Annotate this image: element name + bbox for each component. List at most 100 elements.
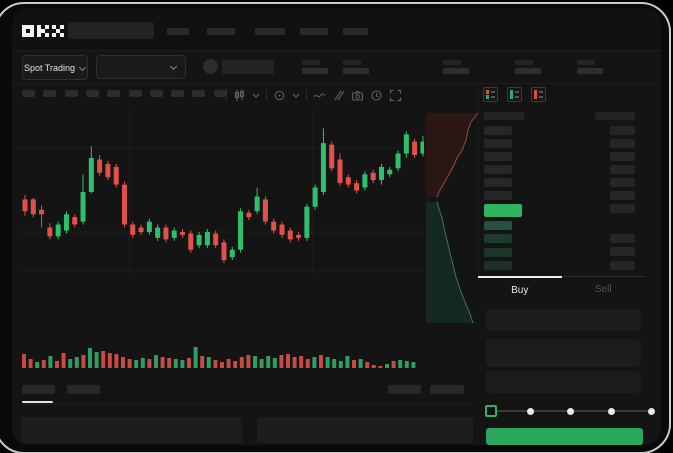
timeframe-button[interactable] [64,90,78,97]
candlestick-chart[interactable] [18,110,424,275]
nav-item-placeholder[interactable] [343,28,368,35]
bid-price-row[interactable] [484,234,512,244]
volume-bar [154,355,158,368]
ask-amount-row[interactable] [610,139,635,148]
indicator-icon[interactable] [273,89,286,102]
volume-bar [121,357,125,368]
ask-price-row[interactable] [484,139,512,148]
volume-bar [160,357,165,368]
slider-stop[interactable] [607,407,615,415]
slider-stop[interactable] [648,407,655,415]
book-bids-only-icon[interactable] [507,87,522,102]
stat-label-placeholder [515,60,533,65]
volume-bar [167,358,172,368]
trade-form-input[interactable] [486,309,641,331]
book-asks-only-icon[interactable] [531,87,546,102]
ask-amount-row[interactable] [610,165,635,174]
clock-icon[interactable] [370,89,383,102]
nav-item-placeholder[interactable] [255,28,285,35]
bid-amount-row[interactable] [610,234,635,243]
bid-price-row[interactable] [484,247,512,257]
volume-bar [206,357,211,368]
candle [296,234,302,238]
volume-bar [41,360,46,368]
timeframe-button[interactable] [171,90,185,97]
ask-amount-row[interactable] [610,191,635,200]
ask-price-row[interactable] [484,126,512,135]
slider-stop[interactable] [567,407,574,415]
timeframe-button[interactable] [128,90,142,97]
trend-line-icon[interactable] [313,89,326,102]
bottom-right-tab[interactable] [430,385,464,394]
okx-logo[interactable] [22,25,64,37]
ask-price-row[interactable] [484,178,512,187]
volume-bar [391,361,396,368]
volume-bar [411,362,416,368]
candle [287,230,293,240]
ask-amount-row[interactable] [610,178,635,187]
candle [72,217,78,225]
ask-amount-row[interactable] [610,152,635,161]
chevron-down-icon[interactable] [252,91,260,99]
fullscreen-icon[interactable] [389,89,402,102]
stat-value-placeholder [515,68,541,74]
volume-bar [253,356,257,368]
volume-bar [292,357,297,368]
candle [204,231,210,246]
timeframe-button[interactable] [107,90,121,97]
candle [387,169,393,175]
candle [39,209,45,215]
timeframe-button[interactable] [213,90,227,97]
bid-amount-row[interactable] [610,260,635,270]
trade-form-input[interactable] [486,339,641,367]
volume-bar [22,354,26,368]
candle [22,199,28,212]
tab-sell[interactable]: Sell [561,276,645,298]
trade-form-input[interactable] [486,371,641,393]
timeframe-button[interactable] [43,90,57,97]
bid-price-row[interactable] [484,261,512,271]
candle [163,227,169,240]
bottom-tab-indicator [22,401,53,403]
ask-price-row[interactable] [484,165,512,174]
nav-item-placeholder[interactable] [300,28,328,35]
candle [279,224,285,235]
compare-icon[interactable] [332,89,345,102]
timeframe-button[interactable] [85,90,99,97]
bottom-tab[interactable] [67,385,100,394]
stat-label-placeholder [443,60,461,65]
ask-price-row[interactable] [484,191,512,200]
timeframe-button[interactable] [22,90,35,97]
nav-item-placeholder[interactable] [207,28,235,35]
volume-bar [305,359,310,368]
candle-type-icon[interactable] [233,89,246,102]
bid-amount-row[interactable] [610,247,635,257]
timeframe-button[interactable] [192,90,206,97]
candle [412,141,418,155]
volume-bar [134,360,139,368]
pair-selector-dropdown[interactable] [96,55,186,79]
volume-bar [193,347,198,368]
candle [213,233,219,246]
search-input[interactable] [68,22,154,39]
bottom-tab[interactable] [22,385,55,394]
volume-chart [22,347,416,368]
tab-buy[interactable]: Buy [478,276,562,298]
slider-stop[interactable] [526,407,534,415]
timeframe-button[interactable] [149,90,163,97]
ask-amount-row[interactable] [610,126,635,135]
bid-price-row[interactable] [484,221,512,230]
ask-price-row[interactable] [484,152,512,161]
book-asks-bids-icon[interactable] [483,87,498,102]
buy-submit-button[interactable] [486,428,643,445]
camera-icon[interactable] [351,89,364,102]
bottom-right-tab[interactable] [388,385,421,394]
spot-trading-button[interactable]: Spot Trading [22,55,88,80]
nav-item-placeholder[interactable] [167,28,189,35]
ask-amount-row[interactable] [610,204,635,213]
slider-handle[interactable] [485,405,497,417]
amount-slider[interactable] [485,403,655,419]
chevron-down-icon[interactable] [292,91,300,99]
avatar[interactable] [203,59,218,74]
